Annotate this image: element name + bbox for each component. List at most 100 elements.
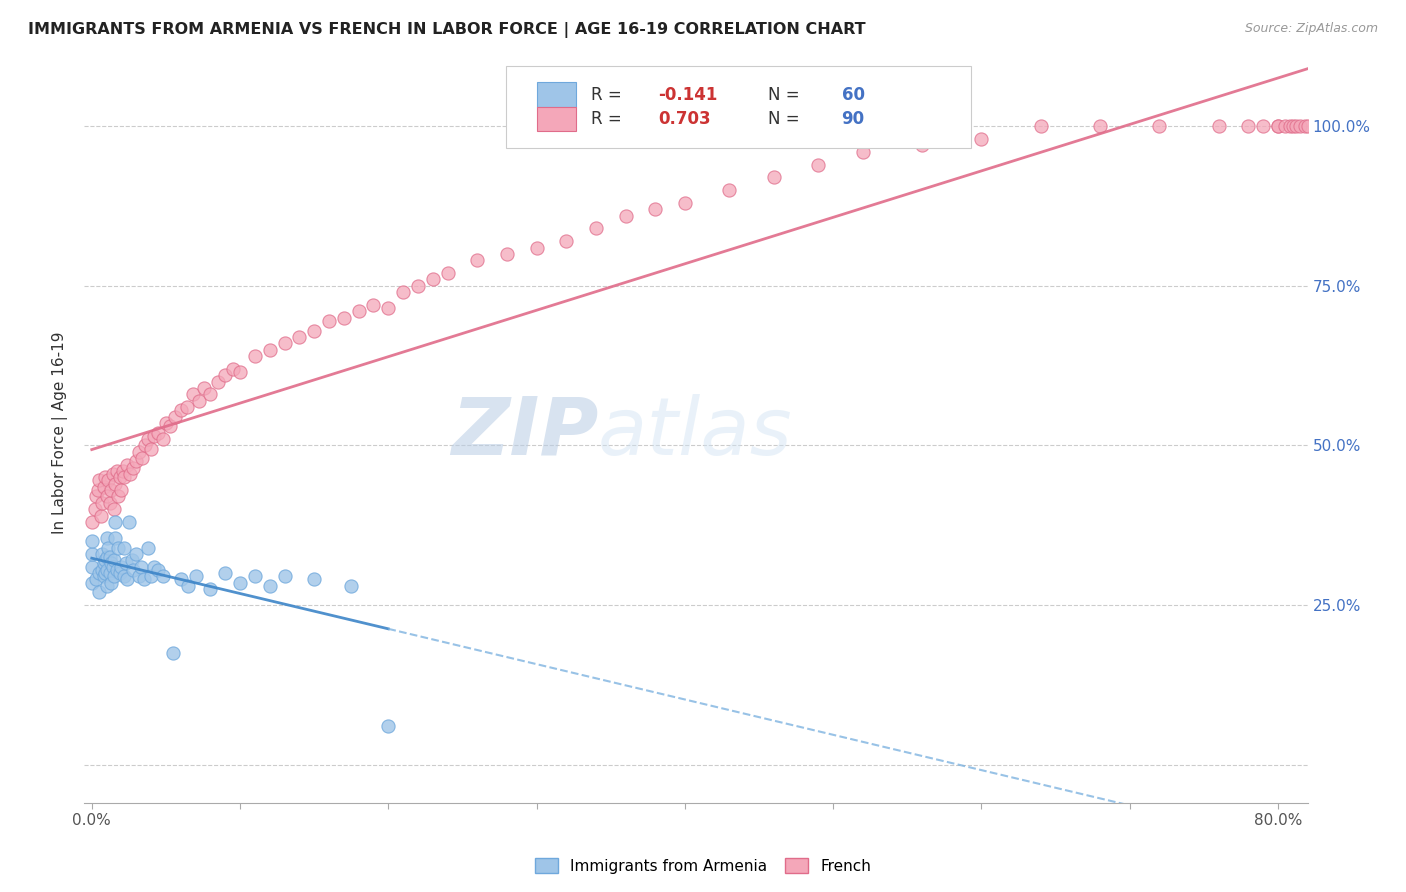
Point (1088, 120, 1111, 134)
Point (108, 470, 131, 484)
Point (131, 451, 153, 466)
Point (340, 579, 363, 593)
Point (1208, 120, 1230, 134)
Text: 0.703: 0.703 (658, 110, 710, 128)
Point (148, 563, 170, 577)
Point (214, 566, 236, 580)
Point (90, 508, 112, 523)
Point (1267, 120, 1289, 134)
Text: R =: R = (591, 86, 627, 103)
Point (406, 278, 429, 293)
Text: -0.141: -0.141 (658, 86, 717, 103)
Point (207, 375, 229, 389)
Point (104, 515, 127, 529)
Text: IMMIGRANTS FROM ARMENIA VS FRENCH IN LABOR FORCE | AGE 16-19 CORRELATION CHART: IMMIGRANTS FROM ARMENIA VS FRENCH IN LAB… (28, 22, 866, 38)
Point (84, 490, 107, 504)
Text: 60: 60 (842, 86, 865, 103)
Point (94, 470, 117, 484)
Text: atlas: atlas (598, 393, 793, 472)
Point (97, 541, 120, 555)
Point (98, 496, 121, 510)
Point (148, 425, 170, 440)
Point (170, 573, 193, 587)
Point (86, 483, 108, 497)
Point (1149, 120, 1171, 134)
Point (288, 330, 311, 344)
Point (302, 573, 325, 587)
Point (103, 553, 125, 567)
Point (80, 559, 103, 574)
Point (91, 563, 114, 577)
Point (105, 563, 128, 577)
Point (84, 573, 107, 587)
Point (273, 569, 295, 583)
Point (436, 266, 458, 280)
Point (122, 460, 145, 475)
Point (170, 403, 193, 417)
Point (91, 547, 114, 561)
Point (200, 582, 222, 596)
Point (93, 480, 115, 494)
Point (89, 474, 111, 488)
Point (125, 454, 148, 468)
Point (101, 559, 124, 574)
Point (128, 569, 150, 583)
Point (101, 467, 124, 482)
Point (496, 247, 519, 261)
Point (1278, 120, 1301, 134)
Point (259, 579, 281, 593)
Point (103, 502, 125, 516)
Point (302, 324, 325, 338)
Point (614, 209, 637, 223)
Point (187, 393, 209, 408)
Point (1294, 120, 1316, 134)
Point (1289, 120, 1312, 134)
Point (585, 221, 607, 235)
Point (259, 343, 281, 357)
Point (465, 253, 488, 268)
Point (100, 557, 122, 571)
Point (1281, 120, 1303, 134)
Point (132, 573, 155, 587)
Point (762, 170, 785, 185)
Point (273, 336, 295, 351)
Point (807, 157, 830, 171)
FancyBboxPatch shape (506, 66, 972, 147)
FancyBboxPatch shape (537, 107, 576, 131)
Point (1267, 120, 1289, 134)
Point (89, 566, 111, 580)
Point (1251, 120, 1274, 134)
Point (98, 550, 121, 565)
Point (163, 409, 186, 424)
Point (673, 195, 696, 210)
Text: Source: ZipAtlas.com: Source: ZipAtlas.com (1244, 22, 1378, 36)
Text: 90: 90 (842, 110, 865, 128)
Point (128, 444, 150, 458)
Point (110, 559, 132, 574)
Point (120, 467, 142, 482)
Point (107, 490, 129, 504)
Point (911, 138, 934, 153)
Point (103, 569, 125, 583)
Point (852, 145, 875, 159)
Point (1274, 120, 1296, 134)
Point (93, 557, 115, 571)
Point (96, 550, 118, 565)
Point (107, 541, 129, 555)
Point (122, 563, 145, 577)
Point (243, 349, 266, 363)
Point (136, 541, 159, 555)
Point (162, 646, 184, 660)
Point (110, 483, 132, 497)
Point (644, 202, 666, 217)
Point (93, 569, 115, 583)
Point (118, 515, 141, 529)
Point (214, 368, 236, 383)
Point (96, 563, 118, 577)
Point (112, 569, 135, 583)
Point (1029, 120, 1052, 134)
Point (1296, 120, 1319, 134)
Point (193, 381, 215, 395)
Point (117, 573, 139, 587)
Point (121, 553, 143, 567)
